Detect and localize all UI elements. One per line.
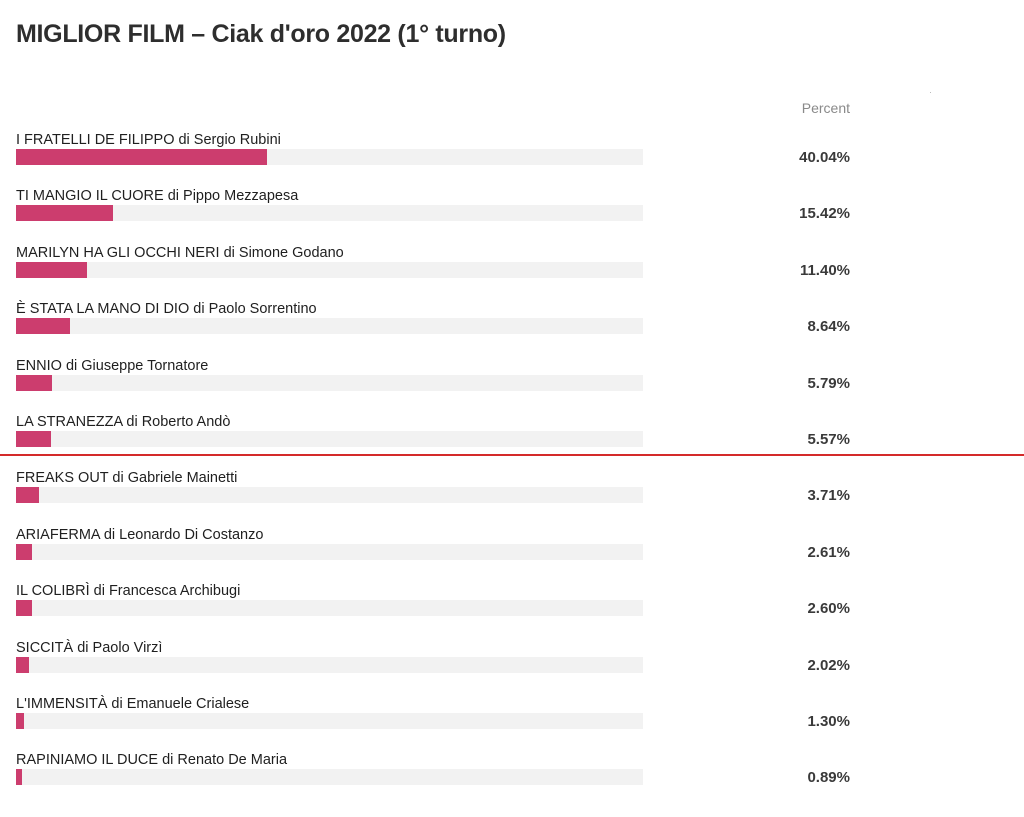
bar [16,769,22,786]
bar [16,374,53,391]
bar-row: ENNIO di Giuseppe Tornatore 5.79% [0,358,1024,414]
bar [16,543,33,560]
bar-track [16,149,643,165]
bar [16,713,25,729]
bar [16,600,33,617]
value-label: 40.04% [799,149,850,166]
value-label: 3.71% [807,487,850,505]
bar-row: I FRATELLI DE FILIPPO di Sergio Rubini 40… [0,132,1024,188]
value-label: 8.64% [807,318,850,336]
decorative-dot [930,92,931,93]
bar-track [16,487,643,504]
value-label: 15.42% [799,205,850,223]
value-label: 1.30% [807,713,850,730]
chart-title: MIGLIOR FILM – Ciak d'oro 2022 (1° turno… [16,20,506,48]
value-label: 2.02% [807,656,850,674]
bar-row: RAPINIAMO IL DUCE di Renato De Maria 0.89… [0,752,1024,808]
value-label: 2.60% [807,600,850,618]
bar-row: SICCITÀ di Paolo Virzì 2.02% [0,640,1024,696]
bar-track [16,713,643,729]
bar-track [16,431,643,447]
bar-row: TI MANGIO IL CUORE di Pippo Mezzapesa 15.… [0,188,1024,244]
percent-column-header: Percent [801,100,850,116]
bar-row: L'IMMENSITÀ di Emanuele Crialese 1.30% [0,696,1024,752]
bar [16,656,29,673]
bar [16,205,113,222]
category-label: TI MANGIO IL CUORE di Pippo Mezzapesa [16,188,299,205]
value-label: 5.79% [807,374,850,392]
bar [16,149,268,165]
bar-track [16,543,643,560]
bar [16,318,71,335]
bar-row: ARIAFERMA di Leonardo Di Costanzo 2.61% [0,527,1024,583]
bar-track [16,261,643,278]
value-label: 2.61% [807,543,850,561]
category-label: IL COLIBRÌ di Francesca Archibugi [16,583,241,600]
bar-row: IL COLIBRÌ di Francesca Archibugi 2.60% [0,583,1024,639]
category-label: SICCITÀ di Paolo Virzì [16,639,163,656]
bar-row: FREAKS OUT di Gabriele Mainetti 3.71% [0,470,1024,526]
bar-track [16,205,643,222]
value-label: 11.40% [799,261,850,279]
value-label: 5.57% [807,431,850,448]
bar-row: È STATA LA MANO DI DIO di Paolo Sorrenti… [0,301,1024,357]
category-label: MARILYN HA GLI OCCHI NERI di Simone Goda… [16,244,344,261]
value-label: 0.89% [807,769,850,787]
bar-track [16,318,643,335]
category-label: ENNIO di Giuseppe Tornatore [16,357,209,374]
bar-row: MARILYN HA GLI OCCHI NERI di Simone Goda… [0,245,1024,301]
bar [16,261,88,278]
category-label: L'IMMENSITÀ di Emanuele Crialese [16,696,250,712]
category-label: RAPINIAMO IL DUCE di Renato De Maria [16,752,288,769]
category-label: È STATA LA MANO DI DIO di Paolo Sorrenti… [16,301,317,318]
bar [16,431,51,447]
bar-row: LA STRANEZZA di Roberto Andò 5.57% [0,414,1024,470]
category-label: ARIAFERMA di Leonardo Di Costanzo [16,526,264,543]
bar-track [16,600,643,617]
category-label: LA STRANEZZA di Roberto Andò [16,414,231,430]
category-label: FREAKS OUT di Gabriele Mainetti [16,470,238,487]
category-label: I FRATELLI DE FILIPPO di Sergio Rubini [16,132,281,148]
bar-track [16,656,643,673]
bar-track [16,374,643,391]
bar-track [16,769,643,786]
cutoff-line [0,454,1024,456]
bar [16,487,40,504]
